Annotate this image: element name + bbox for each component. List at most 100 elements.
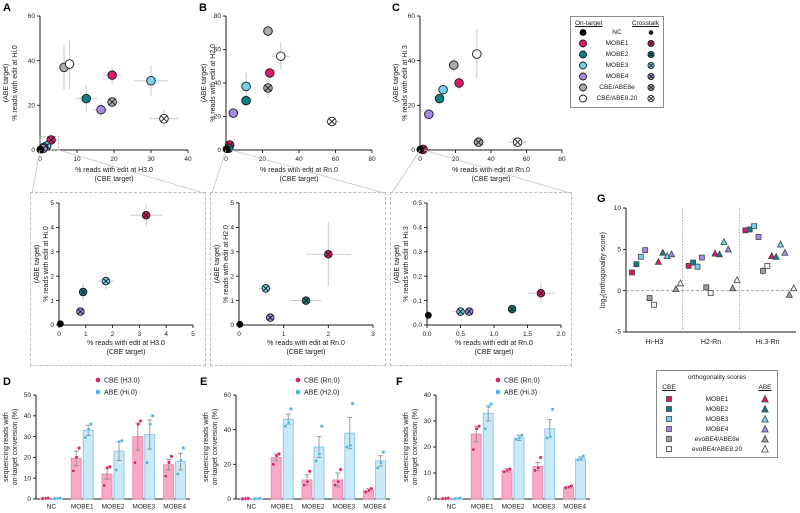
E-bar-NC-CBE xyxy=(240,496,251,501)
svg-text:20: 20 xyxy=(224,462,232,469)
A-error-bars xyxy=(59,39,179,128)
on-target-marker-icon xyxy=(579,94,587,103)
svg-text:MOBE2: MOBE2 xyxy=(102,504,125,511)
E-axes: 0 20 40 60 sequencing reads with on-target co… xyxy=(203,392,390,511)
marker-legend-row-CBE/ABE8e: CBE/ABE8e xyxy=(575,82,659,93)
E-bar-MOBE2-CBE xyxy=(301,469,313,500)
D-bar-MOBE1-CBE xyxy=(70,446,82,500)
svg-text:20: 20 xyxy=(110,156,118,163)
svg-text:10: 10 xyxy=(424,470,432,477)
G-cbe-MOBE3 xyxy=(637,253,644,260)
E-bar-NC-ABE xyxy=(252,496,263,501)
marker-legend-row-MOBE3: MOBE3 xyxy=(575,60,659,71)
D-bar-MOBE4-ABE xyxy=(175,446,187,500)
G-abe-MOBE4 xyxy=(781,248,789,256)
C-axes: 0 20 40 60 80 0 20 40 60 % reads with edit at Rn.… xyxy=(393,13,566,183)
G-abe-MOBE2 xyxy=(659,248,667,256)
C-inset-point-MOBE1 xyxy=(536,289,546,298)
svg-text:0.1: 0.1 xyxy=(413,298,422,305)
E-bar-MOBE1-ABE xyxy=(282,406,294,500)
svg-text:% reads with edit at Hi.0: % reads with edit at Hi.0 xyxy=(43,226,50,302)
B-point-NC xyxy=(222,145,231,154)
svg-text:1: 1 xyxy=(50,298,54,305)
svg-text:% reads with edit at H3.0: % reads with edit at H3.0 xyxy=(87,340,165,347)
svg-text:0: 0 xyxy=(27,496,31,503)
svg-text:10: 10 xyxy=(24,475,32,482)
bar-chart-e: 0 20 40 60 sequencing reads with on-target co… xyxy=(203,377,390,511)
C-point-MOBE4 xyxy=(424,109,434,120)
svg-text:on-target conversion (%): on-target conversion (%) xyxy=(412,409,419,486)
E-bar-MOBE3-CBE xyxy=(332,467,344,500)
A-point-MOBE1 xyxy=(107,70,117,80)
G-cbe-MOBE2 xyxy=(746,226,753,233)
G-cbe-MOBE2 xyxy=(690,259,696,266)
G-cbe-MOBE4 xyxy=(755,234,762,240)
svg-text:ABE (Hi.3): ABE (Hi.3) xyxy=(504,390,537,397)
scatter-b-inset: 0 1 2 3 0 1 2 3 4 5 % reads with edit at Rn.0 (CBE … xyxy=(214,200,375,356)
A-inset-point-MOBE2 xyxy=(78,287,88,297)
crosstalk-marker-icon xyxy=(648,30,654,35)
cbe-square-icon xyxy=(666,436,672,442)
svg-text:2: 2 xyxy=(230,273,234,280)
F-bar-NC-CBE xyxy=(440,496,451,501)
A-inset-point-MOBE4 xyxy=(76,307,85,316)
svg-text:0: 0 xyxy=(217,147,221,154)
marker-legend-label: NC xyxy=(612,29,622,36)
ortho-legend-rows: MOBE1 MOBE2 MOBE3 MOBE4 evoBE4/ABE8e evoBE4/A… xyxy=(661,394,773,454)
svg-text:40: 40 xyxy=(408,58,416,65)
svg-text:60: 60 xyxy=(28,13,36,20)
svg-text:40: 40 xyxy=(184,156,192,163)
cbe-header: CBE xyxy=(662,384,676,391)
svg-text:% reads with edit at H2.0: % reads with edit at H2.0 xyxy=(210,44,217,122)
B-data-points xyxy=(222,26,337,154)
bar-chart-d: 0 10 20 30 40 50 sequencing reads with on-targe… xyxy=(3,377,190,511)
G-cbe-evoBE4/ABE8e xyxy=(646,295,653,302)
cbe-square-icon xyxy=(666,426,672,432)
svg-text:-5: -5 xyxy=(615,329,621,336)
svg-text:80: 80 xyxy=(214,13,222,20)
D-legend: CBE (H3.0) ABE (Hi.0) xyxy=(95,377,140,397)
ortho-legend-row-evoBE4/ABE8e: evoBE4/ABE8e xyxy=(661,434,773,444)
svg-text:20: 20 xyxy=(424,444,432,451)
svg-text:3: 3 xyxy=(230,249,234,256)
svg-text:2: 2 xyxy=(50,273,54,280)
svg-text:0.5: 0.5 xyxy=(413,200,422,207)
svg-text:1.0: 1.0 xyxy=(489,331,498,338)
marker-legend-row-NC: NC xyxy=(575,27,659,38)
svg-text:(CBE target): (CBE target) xyxy=(107,349,146,356)
marker-legend-header: On-target Crosstalk xyxy=(575,20,659,27)
ortho-legend-row-MOBE4: MOBE4 xyxy=(661,424,773,434)
svg-text:% reads with edit at Hi.0: % reads with edit at Hi.0 xyxy=(12,45,19,121)
svg-text:sequencing reads with: sequencing reads with xyxy=(203,412,210,482)
ortho-legend-label: evoBE4/ABE8e xyxy=(694,435,740,443)
svg-text:30: 30 xyxy=(24,434,32,441)
svg-text:MOBE4: MOBE4 xyxy=(163,504,186,511)
ortho-legend-row-MOBE3: MOBE3 xyxy=(661,414,773,424)
C-point-MOBE2 xyxy=(434,93,445,104)
svg-text:MOBE1: MOBE1 xyxy=(271,504,294,511)
svg-text:40: 40 xyxy=(24,413,32,420)
abe-triangle-icon xyxy=(761,394,769,403)
G-abe-evoBE4/ABE8e xyxy=(672,284,680,293)
G-axes: -5 0 5 10 log2(orthogonality score) Hi-H3 H2-R… xyxy=(600,205,796,346)
panel-label-a: A xyxy=(3,2,11,14)
marker-legend-row-MOBE4: MOBE4 xyxy=(575,71,659,82)
F-legend: CBE (Rn.0) ABE (Hi.3) xyxy=(495,377,540,397)
svg-text:0: 0 xyxy=(57,331,61,338)
scatter-a: 0 10 20 30 40 0 20 40 60 % reads with edit at H3.… xyxy=(3,13,192,183)
D-bar-MOBE3-ABE xyxy=(144,413,156,500)
svg-text:60: 60 xyxy=(224,392,232,399)
svg-text:sequencing reads with: sequencing reads with xyxy=(3,412,10,482)
svg-text:1.5: 1.5 xyxy=(523,331,532,338)
abe-triangle-icon xyxy=(761,404,769,413)
C-inset-point-MOBE3 xyxy=(456,307,465,316)
svg-text:3: 3 xyxy=(138,331,142,338)
crosstalk-marker-icon xyxy=(647,39,655,48)
abe-triangle-icon xyxy=(761,424,769,433)
B-point-MOBE2 xyxy=(241,95,251,106)
cbe-square-icon xyxy=(666,406,672,412)
svg-text:10: 10 xyxy=(73,156,81,163)
abe-triangle-icon xyxy=(761,414,769,423)
C-point-MOBE3 xyxy=(438,84,448,95)
svg-text:% reads with edit at Rn.0: % reads with edit at Rn.0 xyxy=(260,167,338,174)
